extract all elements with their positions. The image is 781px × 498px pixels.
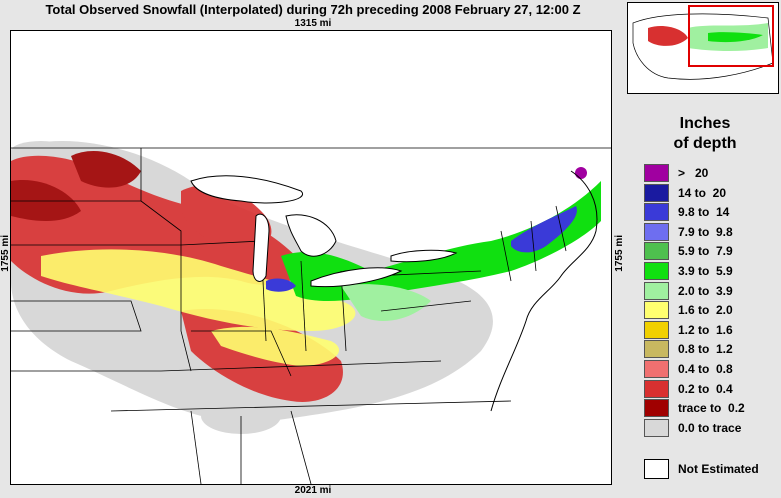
- legend-label: 7.9 to 9.8: [678, 224, 733, 239]
- great-lakes: [190, 175, 458, 288]
- legend-item: trace to 0.2: [644, 399, 779, 418]
- legend-swatch: [644, 222, 669, 241]
- inset-highlight-frame: [688, 5, 774, 67]
- legend-label: 0.8 to 1.2: [678, 342, 733, 357]
- legend-label: > 20: [678, 166, 709, 180]
- legend-swatch: [644, 183, 669, 202]
- legend-swatch: [644, 320, 669, 339]
- legend-item: 14 to 20: [644, 183, 779, 203]
- legend-not-estimated-label: Not Estimated: [678, 462, 759, 476]
- legend-item: 3.9 to 5.9: [644, 262, 779, 281]
- inset-locator-svg: [632, 5, 774, 80]
- legend-title-line2: of depth: [673, 135, 737, 152]
- legend-item: 0.8 to 1.2: [644, 340, 779, 359]
- legend-swatch: [644, 203, 669, 222]
- map-title: Total Observed Snowfall (Interpolated) d…: [45, 2, 581, 17]
- inset-locator-map: [627, 2, 779, 94]
- legend-swatch: [644, 340, 669, 359]
- legend-label: 5.9 to 7.9: [678, 244, 733, 259]
- legend-item: 2.0 to 3.9: [644, 281, 779, 301]
- legend-swatch: [644, 379, 669, 398]
- heavy-snow-blue-areas: [266, 167, 587, 292]
- legend-item: 0.0 to trace: [644, 418, 779, 438]
- legend-label: 14 to 20: [678, 185, 727, 200]
- legend-swatch: [644, 399, 669, 418]
- map-width-top-label: 1315 mi: [294, 18, 332, 29]
- legend-title-line1: Inches: [679, 115, 731, 132]
- legend-label: 0.4 to 0.8: [678, 362, 733, 376]
- snowfall-map-svg: [11, 141, 611, 484]
- legend-item: 7.9 to 9.8: [644, 222, 779, 242]
- legend-label: 0.2 to 0.4: [678, 381, 733, 396]
- legend-item: 5.9 to 7.9: [644, 242, 779, 261]
- legend-item: 9.8 to 14: [644, 203, 779, 222]
- legend-swatch: [644, 242, 669, 261]
- legend-label: 9.8 to 14: [678, 205, 730, 220]
- map-height-right-label: 1755 mi: [614, 235, 625, 272]
- legend-swatch: [644, 301, 669, 320]
- legend-title: Inches of depth: [640, 114, 770, 154]
- legend-swatch: [644, 164, 669, 182]
- legend-label: 0.0 to trace: [678, 420, 742, 435]
- legend-label: 2.0 to 3.9: [678, 283, 733, 298]
- legend-swatch: [644, 360, 669, 378]
- snowfall-map: [10, 30, 612, 485]
- legend-label: 1.2 to 1.6: [678, 322, 733, 337]
- legend-swatch: [644, 281, 669, 300]
- coastline: [490, 170, 598, 412]
- legend-label: trace to 0.2: [678, 401, 745, 416]
- legend-item: 1.6 to 2.0: [644, 301, 779, 320]
- legend-item: > 20: [644, 164, 779, 183]
- legend-item: 0.4 to 0.8: [644, 360, 779, 379]
- legend-label: 1.6 to 2.0: [678, 303, 733, 318]
- legend-item: 0.2 to 0.4: [644, 379, 779, 399]
- legend-swatch: [644, 418, 669, 437]
- legend-label: 3.9 to 5.9: [678, 264, 733, 278]
- legend-swatch: [644, 262, 669, 280]
- map-width-bottom-label: 2021 mi: [294, 485, 332, 496]
- moderate-snow-yellow-areas: [41, 249, 356, 366]
- legend-not-estimated-swatch: [644, 459, 669, 479]
- legend-item: 1.2 to 1.6: [644, 320, 779, 340]
